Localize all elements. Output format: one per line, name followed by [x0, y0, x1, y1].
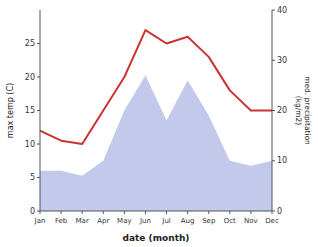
x-tick	[272, 211, 273, 214]
x-tick-label: Jun	[139, 217, 151, 225]
x-tick-label: Mar	[76, 217, 89, 225]
x-tick	[229, 211, 230, 214]
x-tick-label: May	[117, 217, 131, 225]
y2-tick-label: 30	[277, 56, 287, 65]
x-tick	[250, 211, 251, 214]
y-tick-label: 15	[25, 106, 35, 115]
x-tick	[124, 211, 125, 214]
x-tick	[166, 211, 167, 214]
y2-axis-label: med. precipitation(kg/m2)	[294, 76, 312, 145]
plot-area	[40, 30, 272, 211]
x-tick	[187, 211, 188, 214]
y-tick-label: 25	[25, 39, 35, 48]
y-tick	[37, 110, 40, 111]
x-tick-label: Apr	[97, 217, 109, 225]
x-tick-label: Aug	[181, 217, 195, 225]
x-tick-label: Feb	[55, 217, 68, 225]
x-tick	[103, 211, 104, 214]
y-axis-label: max temp (C)	[6, 83, 15, 138]
y-tick	[37, 144, 40, 145]
x-tick-label: Sep	[202, 217, 216, 225]
x-tick-label: Oct	[224, 217, 236, 225]
x-tick-label: Jan	[34, 217, 46, 225]
y2-axis-label-line: (kg/m2)	[294, 96, 303, 126]
y-tick	[37, 177, 40, 178]
y2-tick	[272, 60, 275, 61]
y2-tick-label: 20	[277, 106, 287, 115]
y2-tick	[272, 110, 275, 111]
x-axis-label: date (month)	[123, 233, 190, 243]
x-tick	[145, 211, 146, 214]
y2-tick-label: 0	[277, 207, 282, 216]
x-tick-label: Dec	[265, 217, 279, 225]
x-tick-label: Jul	[161, 217, 171, 225]
chart-root: 0 5 10 15 20 25 0 10 20 30 40 Jan Feb Mar Apr May Jun Jul…	[0, 0, 318, 247]
x-tick	[208, 211, 209, 214]
x-axis-line	[40, 211, 272, 212]
chart-svg: 0 5 10 15 20 25 0 10 20 30 40 Jan Feb Mar Apr May Jun Jul…	[0, 0, 318, 247]
y2-tick-label: 40	[277, 6, 287, 15]
y-tick-label: 10	[25, 140, 35, 149]
y2-tick	[272, 160, 275, 161]
y2-tick	[272, 10, 275, 11]
x-tick	[82, 211, 83, 214]
y-tick	[37, 43, 40, 44]
x-tick	[61, 211, 62, 214]
y2-tick-label: 10	[277, 156, 287, 165]
y-tick-label: 20	[25, 73, 35, 82]
temp-line	[40, 30, 272, 144]
y-tick	[37, 77, 40, 78]
y-tick-label: 5	[30, 173, 35, 182]
x-tick-label: Nov	[244, 217, 258, 225]
y2-axis-label-line: med. precipitation	[303, 76, 312, 145]
y-tick-label: 0	[30, 207, 35, 216]
x-tick	[40, 211, 41, 214]
